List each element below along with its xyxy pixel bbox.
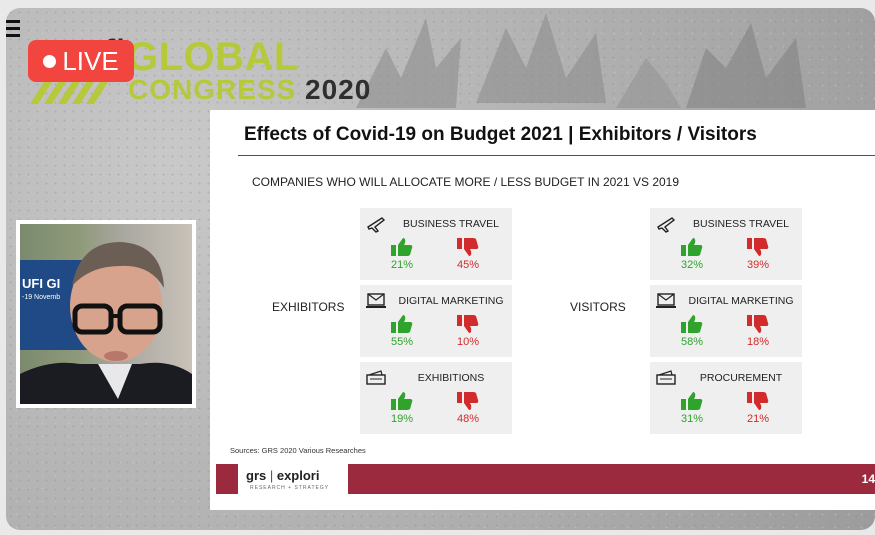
less-budget-percent: 21%	[746, 413, 770, 425]
presenter-image	[20, 242, 192, 404]
budget-card: PROCUREMENT 31% 21%	[650, 362, 802, 434]
budget-card: EXHIBITIONS 19% 48%	[360, 362, 512, 434]
card-label: DIGITAL MARKETING	[688, 295, 794, 307]
group-label-exhibitors: EXHIBITORS	[272, 300, 345, 314]
more-budget-percent: 19%	[390, 413, 414, 425]
more-budget-percent: 31%	[680, 413, 704, 425]
thumbs-up-icon	[680, 391, 704, 411]
card-header: DIGITAL MARKETING	[656, 292, 798, 310]
budget-card: DIGITAL MARKETING 58% 18%	[650, 285, 802, 357]
less-budget-percent: 39%	[746, 259, 770, 271]
budget-card: BUSINESS TRAVEL 21% 45%	[360, 208, 512, 280]
slide-page-number: 14	[861, 472, 875, 486]
less-budget-percent: 10%	[456, 336, 480, 348]
card-header: EXHIBITIONS	[366, 369, 508, 387]
grs-explori-logo: grs | explori	[246, 468, 320, 483]
slide-subtitle: COMPANIES WHO WILL ALLOCATE MORE / LESS …	[252, 175, 680, 189]
thumbs-down-icon	[746, 391, 770, 411]
more-budget-percent: 32%	[680, 259, 704, 271]
group-label-visitors: VISITORS	[570, 300, 626, 314]
card-header: DIGITAL MARKETING	[366, 292, 508, 310]
video-frame: UFI GI -19 Novemb	[20, 224, 192, 404]
ticket-icon	[366, 369, 386, 387]
card-header: BUSINESS TRAVEL	[366, 215, 508, 233]
live-label: LIVE	[62, 45, 119, 76]
thumbs-up-icon	[390, 314, 414, 334]
video-banner-text: UFI GI	[22, 276, 61, 291]
background-leaves-decoration	[356, 13, 806, 108]
less-budget-percent: 48%	[456, 413, 480, 425]
live-badge: LIVE	[28, 40, 134, 82]
more-budget-percent: 55%	[390, 336, 414, 348]
logo-stripes-decoration	[30, 82, 108, 104]
airplane-icon	[366, 215, 386, 233]
card-label: BUSINESS TRAVEL	[403, 218, 499, 230]
less-budget-percent: 45%	[456, 259, 480, 271]
video-banner-subtext: -19 Novemb	[22, 294, 61, 301]
thumbs-down-icon	[746, 314, 770, 334]
thumbs-up-icon	[680, 314, 704, 334]
card-label: DIGITAL MARKETING	[398, 295, 504, 307]
menu-icon[interactable]	[6, 20, 20, 41]
more-budget-percent: 58%	[680, 336, 704, 348]
card-header: BUSINESS TRAVEL	[656, 215, 798, 233]
card-label: BUSINESS TRAVEL	[693, 218, 789, 230]
card-label: EXHIBITIONS	[417, 372, 485, 384]
thumbs-up-icon	[390, 391, 414, 411]
card-label: PROCUREMENT	[699, 372, 783, 384]
slide-title: Effects of Covid-19 on Budget 2021 | Exh…	[244, 124, 757, 145]
title-divider	[238, 155, 875, 156]
ticket-icon	[656, 369, 676, 387]
thumbs-down-icon	[746, 237, 770, 257]
budget-card: DIGITAL MARKETING 55% 10%	[360, 285, 512, 357]
thumbs-up-icon	[390, 237, 414, 257]
thumbs-down-icon	[456, 314, 480, 334]
live-dot-icon	[43, 54, 57, 68]
footer-tagline: RESEARCH + STRATEGY	[250, 485, 330, 491]
less-budget-percent: 18%	[746, 336, 770, 348]
airplane-icon	[656, 215, 676, 233]
more-budget-percent: 21%	[390, 259, 414, 271]
presenter-video[interactable]: UFI GI -19 Novemb	[16, 220, 196, 408]
presentation-slide: Effects of Covid-19 on Budget 2021 | Exh…	[210, 110, 875, 510]
thumbs-up-icon	[680, 237, 704, 257]
card-header: PROCUREMENT	[656, 369, 798, 387]
laptop-envelope-icon	[366, 292, 386, 310]
thumbs-down-icon	[456, 391, 480, 411]
budget-card: BUSINESS TRAVEL 32% 39%	[650, 208, 802, 280]
laptop-envelope-icon	[656, 292, 676, 310]
thumbs-down-icon	[456, 237, 480, 257]
slide-sources: Sources: GRS 2020 Various Researches	[230, 446, 366, 455]
footer-logo-box	[238, 464, 348, 494]
